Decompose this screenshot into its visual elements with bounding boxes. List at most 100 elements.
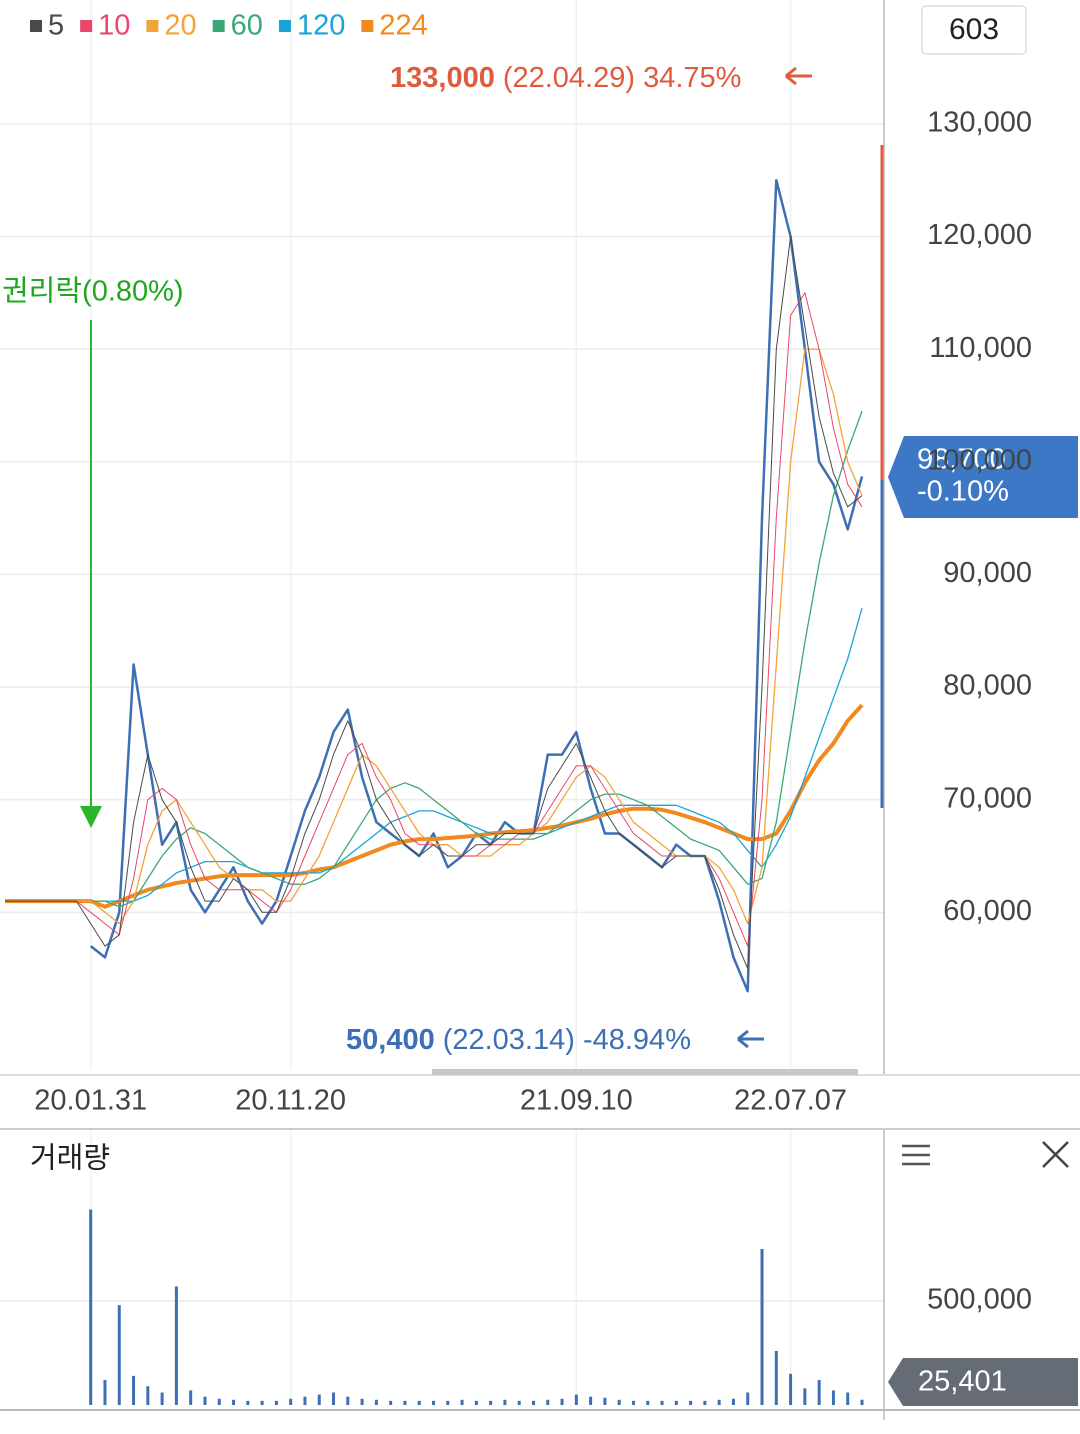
ma-line <box>5 410 863 908</box>
current-change: -0.10% <box>917 476 1009 508</box>
legend-swatch <box>361 20 374 32</box>
scrollbar[interactable] <box>432 1069 858 1075</box>
volume-bar <box>774 1350 778 1405</box>
legend-swatch <box>278 20 291 32</box>
legend-label: 120 <box>297 10 345 42</box>
menu-button[interactable] <box>902 1144 930 1166</box>
legend-swatch <box>146 20 159 32</box>
legend-label: 5 <box>48 10 64 42</box>
y-tick-label: 60,000 <box>943 895 1032 927</box>
volume-tag <box>888 1358 1078 1406</box>
x-tick-label: 20.11.20 <box>235 1085 346 1117</box>
legend: 5 10 20 60 120 224 <box>30 10 428 42</box>
volume-bar <box>689 1400 693 1405</box>
y-tick-label: 90,000 <box>943 557 1032 589</box>
event-label: 권리락(0.80%) <box>2 276 184 308</box>
volume-tick-label: 500,000 <box>927 1284 1032 1316</box>
volume-bar <box>374 1399 378 1405</box>
volume-bar <box>274 1400 278 1405</box>
volume-bar <box>132 1375 136 1405</box>
y-tick-label: 110,000 <box>929 332 1032 364</box>
volume-bar <box>789 1373 793 1405</box>
y-tick-label: 100,000 <box>927 444 1032 476</box>
legend-swatch <box>80 20 93 32</box>
legend-label: 60 <box>231 10 263 42</box>
volume-bar <box>674 1400 678 1405</box>
count-box[interactable] <box>921 5 1027 55</box>
x-tick-label: 22.07.07 <box>734 1085 847 1117</box>
low-detail: (22.03.14) -48.94% <box>443 1024 691 1056</box>
y-tick-label: 130,000 <box>927 107 1032 139</box>
volume-bar <box>217 1398 221 1405</box>
volume-bar <box>746 1392 750 1405</box>
volume-bar <box>731 1398 735 1405</box>
volume-bar <box>317 1394 321 1405</box>
volume-bar <box>332 1392 336 1405</box>
volume-bar <box>503 1399 507 1405</box>
volume-bar <box>660 1400 664 1405</box>
volume-bar <box>560 1398 564 1405</box>
ma-line <box>5 236 863 970</box>
legend-label: 224 <box>379 10 427 42</box>
y-tick-label: 80,000 <box>943 670 1032 702</box>
volume-bar <box>446 1400 450 1405</box>
volume-bar <box>389 1400 393 1405</box>
volume-bar <box>346 1396 350 1405</box>
volume-bar <box>546 1399 550 1405</box>
volume-bar <box>474 1400 478 1405</box>
high-arrow <box>785 66 812 86</box>
volume-bar <box>432 1400 435 1405</box>
legend-swatch <box>30 20 42 32</box>
volume-bar <box>531 1400 535 1405</box>
close-button[interactable] <box>1042 1141 1069 1168</box>
volume-bar <box>589 1396 593 1405</box>
volume-bar <box>117 1305 121 1405</box>
volume-bar <box>303 1396 307 1405</box>
volume-bar <box>260 1400 264 1405</box>
volume-bar <box>860 1399 864 1405</box>
legend-label: 10 <box>98 10 130 42</box>
volume-bar <box>460 1399 464 1405</box>
volume-bar <box>189 1390 193 1405</box>
volume-bar <box>174 1286 178 1405</box>
volume-bar <box>417 1400 421 1405</box>
ma-line <box>5 608 863 902</box>
event-arrow-head <box>80 806 102 828</box>
high-annotation: 133,000 (22.04.29) 34.75% <box>390 62 741 94</box>
volume-bar <box>817 1380 821 1405</box>
volume-bar <box>403 1400 407 1405</box>
volume-bar <box>232 1399 236 1405</box>
volume-bar <box>574 1394 578 1405</box>
volume-bar <box>703 1400 707 1405</box>
volume-bar <box>103 1380 107 1405</box>
ma-line <box>5 703 864 909</box>
volume-bar <box>646 1400 650 1405</box>
volume-last: 25,401 <box>918 1366 1007 1398</box>
high-detail: (22.04.29) 34.75% <box>503 62 742 94</box>
volume-bar <box>631 1400 635 1405</box>
x-tick-label: 20.01.31 <box>34 1085 147 1117</box>
current-price: 98,700 <box>917 444 1006 476</box>
low-price: 50,400 <box>346 1024 435 1056</box>
legend-label: 20 <box>164 10 196 42</box>
volume-bar <box>489 1400 493 1405</box>
current-price-tag <box>888 436 1078 518</box>
volume-bar <box>717 1399 721 1405</box>
legend-swatch <box>212 20 225 32</box>
volume-bar <box>246 1400 250 1405</box>
volume-bar <box>617 1399 621 1405</box>
low-arrow <box>737 1029 764 1049</box>
count: 603 <box>949 13 999 46</box>
low-annotation: 50,400 (22.03.14) -48.94% <box>346 1024 691 1056</box>
y-tick-label: 120,000 <box>927 219 1032 251</box>
volume-title: 거래량 <box>30 1143 110 1175</box>
grid <box>0 0 884 1405</box>
volume-bar <box>89 1209 93 1405</box>
volume-bar <box>203 1396 207 1405</box>
volume-bar <box>146 1386 150 1405</box>
high-price: 133,000 <box>390 62 495 94</box>
volume-bar <box>803 1388 807 1405</box>
